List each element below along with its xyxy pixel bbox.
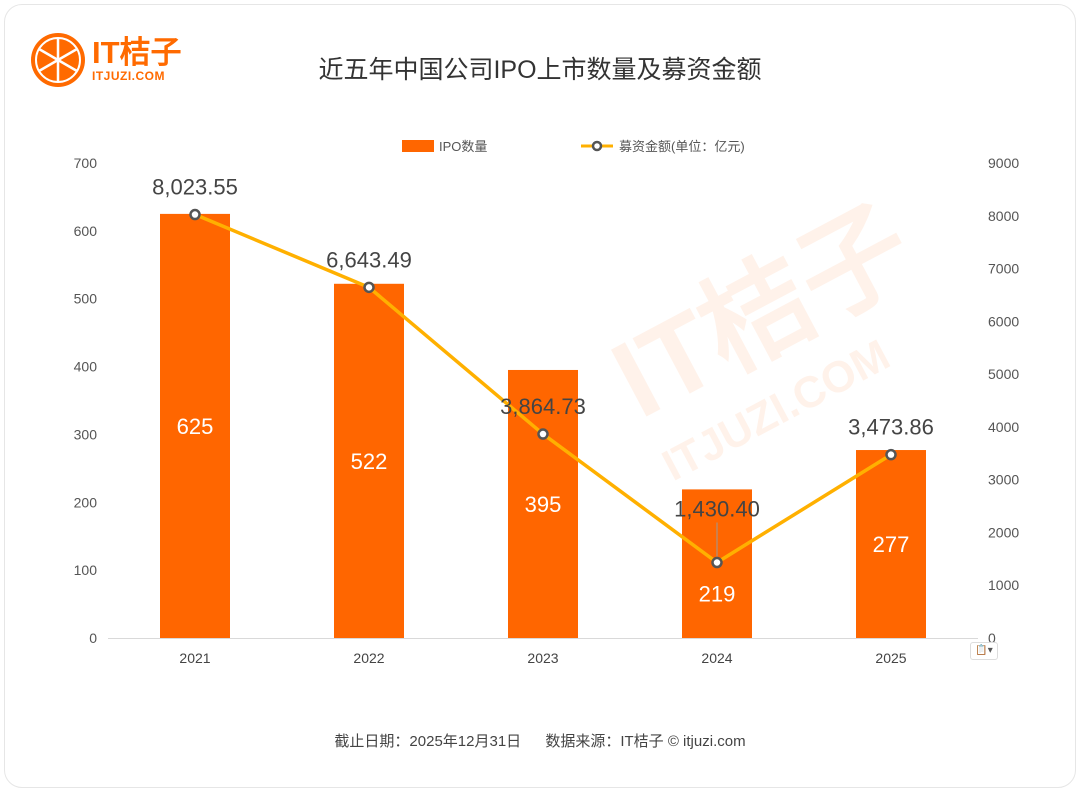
chart-title: 近五年中国公司IPO上市数量及募资金额 bbox=[318, 56, 762, 84]
x-tick-label: 2021 bbox=[179, 650, 210, 666]
legend-line-marker bbox=[591, 140, 603, 152]
y-left-tick-label: 200 bbox=[74, 494, 98, 510]
y-right-tick-label: 3000 bbox=[988, 472, 1019, 488]
paste-options-button[interactable]: 📋▾ bbox=[970, 642, 998, 660]
amount-point-2022 bbox=[363, 281, 375, 294]
y-right-tick-label: 1000 bbox=[988, 577, 1019, 593]
y-right-tick-label: 7000 bbox=[988, 261, 1019, 277]
y-left-tick-label: 0 bbox=[89, 630, 97, 646]
y-left-tick-label: 600 bbox=[74, 223, 98, 239]
bar-value-label: 522 bbox=[351, 449, 388, 474]
y-right-tick-label: 2000 bbox=[988, 524, 1019, 540]
amount-value-label: 6,643.49 bbox=[326, 247, 412, 272]
logo-url: ITJUZI.COM bbox=[92, 69, 165, 83]
bar-2025 bbox=[856, 450, 926, 638]
x-tick-label: 2024 bbox=[701, 650, 732, 666]
amount-value-label: 3,864.73 bbox=[500, 394, 586, 419]
y-right-tick-label: 4000 bbox=[988, 419, 1019, 435]
bar-value-label: 219 bbox=[699, 582, 736, 607]
amount-point-2021 bbox=[189, 208, 201, 221]
logo: IT桔子 ITJUZI.COM bbox=[30, 32, 182, 88]
amount-point-2023 bbox=[537, 428, 549, 440]
legend-bar-label: IPO数量 bbox=[439, 139, 487, 154]
y-right-tick-label: 9000 bbox=[988, 155, 1019, 171]
orange-slice-icon bbox=[31, 33, 85, 87]
amount-point-2024 bbox=[711, 556, 723, 569]
logo-name: IT桔子 bbox=[92, 35, 182, 70]
bar-value-label: 277 bbox=[873, 532, 910, 557]
bar-value-label: 395 bbox=[525, 492, 562, 517]
data-source: 数据来源：IT桔子 © itjuzi.com bbox=[545, 733, 746, 750]
bar-2022 bbox=[334, 283, 404, 638]
bar-value-label: 625 bbox=[177, 414, 214, 439]
bar-2021 bbox=[160, 213, 230, 638]
y-right-tick-label: 0 bbox=[988, 630, 996, 646]
x-tick-label: 2025 bbox=[875, 650, 906, 666]
amount-value-label: 3,473.86 bbox=[848, 415, 934, 440]
y-left-tick-label: 500 bbox=[74, 291, 98, 307]
legend-line-label: 募资金额(单位：亿元) bbox=[619, 139, 745, 154]
footer: 截止日期：2025年12月31日 数据来源：IT桔子 © itjuzi.com bbox=[0, 730, 1080, 751]
cutoff-date: 截止日期：2025年12月31日 bbox=[334, 733, 522, 750]
amount-value-label: 8,023.55 bbox=[152, 175, 238, 200]
y-left-tick-label: 700 bbox=[74, 155, 98, 171]
legend-bar-swatch bbox=[402, 140, 434, 152]
amount-value-label: 1,430.40 bbox=[674, 497, 760, 522]
x-tick-label: 2022 bbox=[353, 650, 384, 666]
y-left-tick-label: 100 bbox=[74, 562, 98, 578]
amount-point-2025 bbox=[885, 448, 897, 461]
y-right-tick-label: 5000 bbox=[988, 366, 1019, 382]
y-left-tick-label: 400 bbox=[74, 359, 98, 375]
y-right-tick-label: 8000 bbox=[988, 208, 1019, 224]
y-right-tick-label: 6000 bbox=[988, 313, 1019, 329]
x-tick-label: 2023 bbox=[527, 650, 558, 666]
y-left-tick-label: 300 bbox=[74, 426, 98, 442]
